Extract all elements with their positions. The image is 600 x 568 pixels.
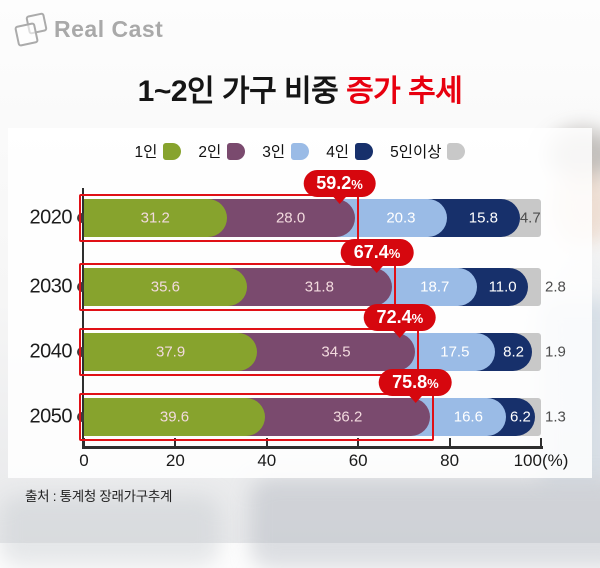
segment-value-label: 1.3 (545, 408, 566, 426)
segment-value-label: 11.0 (488, 278, 517, 296)
segment-value-label: 4.7 (519, 209, 541, 227)
badge-pointer-icon (407, 394, 424, 403)
legend-item: 1인 (135, 140, 182, 162)
bar-row-2040: 2040 37.9 34.5 17.5 8.2 1.9 72.4% (30, 304, 566, 376)
legend-label: 1인 (134, 144, 158, 161)
badge-unit: % (388, 246, 401, 261)
bar-row-2050: 2050 39.6 36.2 16.6 6.2 1.3 75.8% (30, 369, 566, 441)
x-axis-tick-label: 20 (165, 451, 185, 470)
axis-dot (77, 213, 87, 223)
badge-unit: % (351, 177, 363, 192)
x-axis-tick (174, 438, 177, 446)
legend-item: 5인이상 (390, 140, 466, 162)
segment-value-label: 36.2 (333, 408, 363, 426)
segment-value-label: 8.2 (503, 343, 525, 361)
percentage-badge: 67.4% (340, 239, 414, 273)
badge-value: 72.4 (376, 307, 412, 327)
segment-value-label: 34.5 (321, 343, 351, 361)
legend-swatch-icon (227, 142, 246, 160)
background-photo-leg (0, 495, 220, 565)
legend-item: 3인 (262, 140, 310, 162)
highlight-box-1-2person (79, 327, 419, 376)
x-axis-tick (357, 438, 360, 446)
segment-value-label: 18.7 (420, 278, 450, 296)
chart-legend: 1인 2인 3인 4인 5인이상 (0, 140, 600, 162)
bar-row-2030: 2030 35.6 31.8 18.7 11.0 2.8 67.4% (30, 239, 566, 311)
segment-value-label: 39.6 (159, 408, 190, 426)
segment-value-label: 2.8 (545, 278, 566, 296)
year-label: 2050 (29, 405, 73, 428)
segment-value-label: 31.2 (140, 209, 170, 227)
badge-pointer-icon (391, 329, 408, 338)
bar-segment-1인 (84, 398, 265, 436)
y-axis-line (81, 188, 84, 448)
legend-item: 4인 (326, 140, 374, 162)
highlight-box-1-2person (79, 262, 397, 311)
segment-value-label: 37.9 (155, 343, 186, 361)
bar-segment-1인 (84, 199, 227, 237)
x-axis-tick (265, 438, 268, 446)
title-red-part: 증가 추세 (346, 75, 463, 108)
badge-value: 67.4 (353, 242, 389, 262)
segment-value-label: 15.8 (468, 209, 499, 227)
legend-swatch-icon (291, 142, 310, 160)
percentage-badge: 72.4% (363, 304, 437, 338)
x-axis-line (81, 446, 543, 449)
x-axis-tick-label: 40 (257, 451, 277, 470)
segment-value-label: 6.2 (509, 408, 531, 426)
bar-chart-plot: 0 20 40 60 80 100(%) 2020 31.2 28.0 20.3 15.8 4.7 59… (30, 170, 568, 470)
logo-text: Real Cast (54, 15, 164, 42)
axis-dot (77, 412, 87, 422)
segment-value-label: 16.6 (453, 408, 483, 426)
badge-pointer-icon (369, 264, 386, 273)
axis-dot (77, 347, 87, 357)
legend-swatch-icon (163, 142, 182, 160)
x-axis-tick-label: 60 (348, 451, 368, 470)
x-axis-tick-label: 0 (79, 451, 89, 470)
segment-value-label: 20.3 (386, 209, 416, 227)
percentage-badge: 75.8% (379, 369, 452, 403)
legend-label: 2인 (198, 144, 222, 161)
badge-unit: % (427, 376, 439, 391)
logo-square-front (14, 22, 39, 47)
highlight-box-1-2person (79, 193, 359, 242)
badge-pointer-icon (331, 195, 348, 204)
year-label: 2030 (29, 275, 73, 298)
bar-segment-1인 (84, 268, 247, 306)
percentage-badge: 59.2% (303, 170, 376, 204)
segment-value-label: 31.8 (304, 278, 334, 296)
x-axis-tick-label: 100(%) (513, 451, 569, 470)
year-label: 2040 (29, 340, 73, 363)
legend-swatch-icon (355, 142, 374, 160)
badge-unit: % (411, 311, 424, 326)
x-axis-tick (448, 438, 451, 446)
x-axis-tick (540, 438, 542, 446)
legend-label: 5인이상 (390, 144, 442, 161)
segment-value-label: 35.6 (150, 278, 180, 296)
legend-swatch-icon (447, 142, 466, 160)
page-title: 1~2인 가구 비중 증가 추세 (0, 66, 600, 110)
logo-squares-icon (14, 12, 48, 47)
axis-dot (77, 282, 87, 292)
legend-label: 4인 (326, 144, 350, 161)
bar-segment-1인 (84, 333, 258, 371)
year-label: 2020 (29, 206, 73, 229)
highlight-box-1-2person (79, 392, 435, 441)
legend-item: 2인 (198, 140, 246, 162)
badge-value: 59.2 (316, 173, 352, 193)
logo: Real Cast (14, 12, 164, 47)
x-axis-tick-label: 80 (440, 451, 460, 470)
segment-value-label: 28.0 (275, 209, 306, 227)
x-axis-tick (83, 438, 85, 446)
segment-value-label: 17.5 (440, 343, 470, 361)
badge-value: 75.8 (392, 372, 428, 392)
legend-label: 3인 (262, 144, 286, 161)
segment-value-label: 1.9 (545, 343, 566, 361)
title-black-part: 1~2인 가구 비중 (137, 75, 347, 108)
background-photo-couch (250, 478, 600, 568)
source-caption: 출처 : 통계청 장래가구추계 (25, 489, 173, 504)
bar-row-2020: 2020 31.2 28.0 20.3 15.8 4.7 59.2% (30, 170, 541, 242)
